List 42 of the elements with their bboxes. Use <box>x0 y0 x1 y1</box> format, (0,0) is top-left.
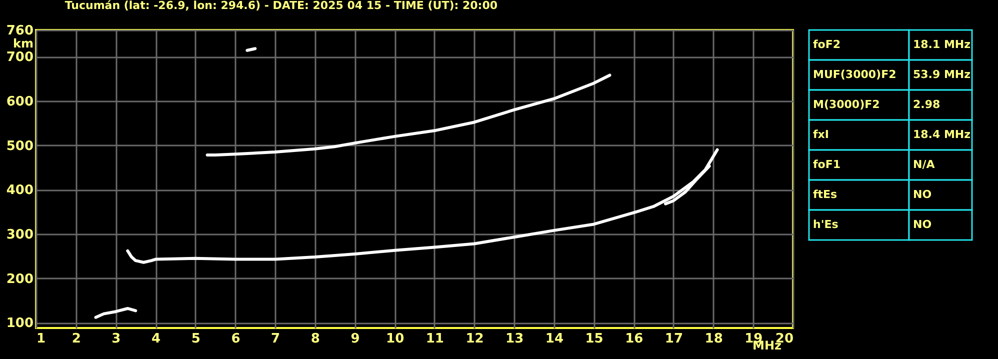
x-tick-label: 8 <box>310 332 320 346</box>
text: MUF(3000)F2 <box>813 68 896 81</box>
x-tick-label: 16 <box>625 332 644 346</box>
y-tick-label: 500 <box>6 138 34 154</box>
x-tick-label: 4 <box>152 332 161 346</box>
y-tick-label: 400 <box>6 183 34 198</box>
text: NO <box>913 188 932 201</box>
text: fxI <box>813 128 829 141</box>
chart-title: Tucumán (lat: -26.9, lon: 294.6) - DATE: 2025 04 15 - TIME (UT): 20:00 <box>64 0 498 12</box>
y-tick-label: 200 <box>6 272 34 287</box>
text: ftEs <box>813 188 838 201</box>
y-tick-label: 760 <box>6 24 34 38</box>
text: 53.9 MHz <box>913 68 971 81</box>
x-tick-label: 1 <box>36 332 46 346</box>
text: foF1 <box>813 158 841 171</box>
y-tick-label: 700 <box>6 50 34 66</box>
y-tick-label: 600 <box>6 94 34 110</box>
x-tick-label: 11 <box>426 332 444 346</box>
text: 2.98 <box>913 98 940 111</box>
x-tick-label: 9 <box>350 332 360 346</box>
y-axis-title: km <box>13 36 34 50</box>
text: 18.1 MHz <box>913 38 971 51</box>
x-tick-label: 2 <box>72 332 81 346</box>
x-tick-label: 12 <box>466 332 484 346</box>
x-tick-label: 13 <box>506 332 524 346</box>
text: foF2 <box>813 38 841 51</box>
x-tick-label: 14 <box>545 332 564 346</box>
x-tick-label: 10 <box>386 332 404 346</box>
text: M(3000)F2 <box>813 98 880 111</box>
text: h'Es <box>813 218 839 231</box>
x-tick-label: 3 <box>112 332 121 346</box>
x-tick-label: 17 <box>664 332 684 346</box>
y-tick-label: 100 <box>6 316 34 332</box>
text: 18.4 MHz <box>913 128 971 141</box>
text: NO <box>913 218 932 231</box>
x-tick-label: 6 <box>231 332 240 346</box>
y-tick-label: 300 <box>6 227 34 242</box>
x-tick-label: 15 <box>585 332 604 346</box>
x-tick-label: 7 <box>271 332 280 346</box>
text: N/A <box>913 158 936 171</box>
x-tick-label: 18 <box>704 332 723 346</box>
x-tick-label: 5 <box>191 332 200 346</box>
